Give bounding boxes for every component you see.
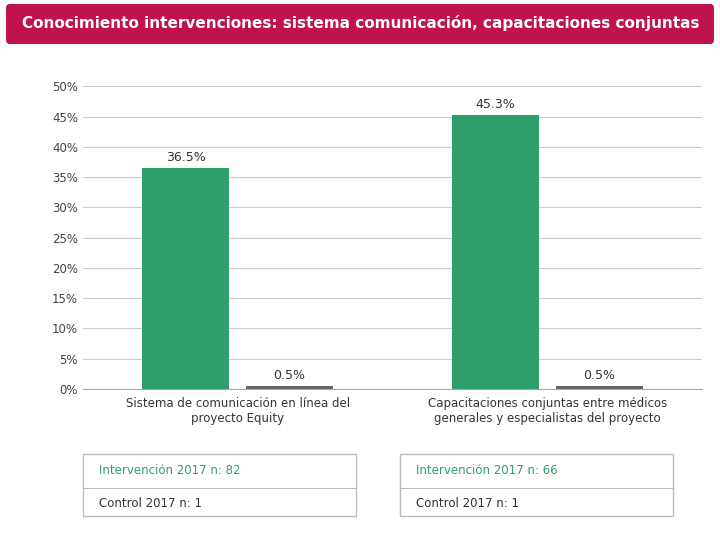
Text: 0.5%: 0.5% bbox=[274, 369, 305, 382]
Bar bbox=[452, 115, 539, 389]
FancyBboxPatch shape bbox=[83, 454, 356, 516]
Text: 36.5%: 36.5% bbox=[166, 151, 205, 164]
FancyBboxPatch shape bbox=[400, 454, 673, 516]
Text: Intervención 2017 n: 66: Intervención 2017 n: 66 bbox=[416, 464, 558, 477]
Text: 45.3%: 45.3% bbox=[475, 98, 515, 111]
Text: Conocimiento intervenciones: sistema comunicación, capacitaciones conjuntas: Conocimiento intervenciones: sistema com… bbox=[22, 15, 700, 31]
FancyBboxPatch shape bbox=[6, 4, 714, 44]
Text: 0.5%: 0.5% bbox=[583, 369, 615, 382]
Text: Control 2017 n: 1: Control 2017 n: 1 bbox=[416, 497, 519, 510]
Text: Control 2017 n: 1: Control 2017 n: 1 bbox=[99, 497, 202, 510]
Bar bbox=[556, 386, 642, 389]
Text: Intervención 2017 n: 82: Intervención 2017 n: 82 bbox=[99, 464, 240, 477]
Bar bbox=[143, 168, 229, 389]
Bar bbox=[246, 386, 333, 389]
